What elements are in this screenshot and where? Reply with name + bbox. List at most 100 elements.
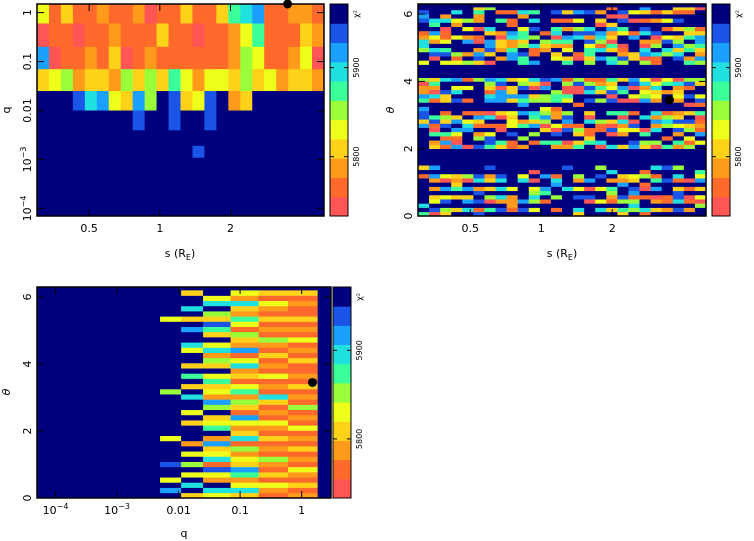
heatmap-cell bbox=[628, 165, 640, 171]
heatmap-cell bbox=[230, 399, 259, 405]
heatmap-cell bbox=[650, 119, 662, 124]
heatmap-cell bbox=[517, 89, 530, 95]
heatmap-cell bbox=[203, 378, 231, 385]
heatmap-cell bbox=[661, 22, 674, 28]
heatmap-cell bbox=[418, 26, 430, 32]
heatmap-cell bbox=[506, 35, 518, 40]
heatmap-cell bbox=[573, 85, 585, 91]
heatmap-cell bbox=[264, 145, 277, 158]
heatmap-cell bbox=[287, 337, 318, 343]
heatmap-cell bbox=[484, 35, 496, 40]
heatmap-cell bbox=[429, 199, 441, 204]
heatmap-cell bbox=[203, 305, 231, 312]
heatmap-cell bbox=[258, 352, 289, 359]
heatmap-cell bbox=[429, 18, 441, 23]
heatmap-cell bbox=[550, 173, 563, 179]
heatmap-cell bbox=[473, 30, 485, 36]
heatmap-cell bbox=[230, 352, 259, 359]
heatmap-cell bbox=[539, 173, 552, 179]
heatmap-cell bbox=[228, 91, 241, 111]
heatmap-cell bbox=[617, 169, 629, 175]
heatmap-cell bbox=[203, 311, 231, 317]
heatmap-cell bbox=[287, 430, 318, 437]
heatmap-cell bbox=[160, 378, 182, 385]
heatmap-cell bbox=[539, 85, 552, 91]
heatmap-cell bbox=[418, 182, 430, 187]
heatmap-cell bbox=[683, 140, 696, 145]
heatmap-cell bbox=[573, 9, 585, 15]
heatmap-cell bbox=[451, 94, 463, 99]
heatmap-cell bbox=[300, 145, 313, 158]
heatmap-cell bbox=[451, 207, 463, 213]
heatmap-cell bbox=[606, 144, 618, 149]
heatmap-cell bbox=[628, 94, 640, 99]
heatmap-cell bbox=[539, 56, 552, 61]
heatmap-cell bbox=[539, 190, 552, 196]
heatmap-cell bbox=[473, 194, 485, 200]
heatmap-cell bbox=[429, 47, 441, 53]
heatmap-cell bbox=[584, 119, 596, 124]
heatmap-cell bbox=[462, 51, 474, 57]
colorbar-segment bbox=[330, 23, 348, 44]
heatmap-cell bbox=[573, 78, 585, 82]
heatmap-cell bbox=[595, 140, 607, 145]
heatmap-cell bbox=[606, 22, 618, 28]
heatmap-cell bbox=[120, 110, 133, 131]
heatmap-cell bbox=[661, 131, 674, 137]
heatmap-cell bbox=[639, 182, 651, 187]
heatmap-cell bbox=[528, 178, 541, 183]
heatmap-cell bbox=[683, 22, 696, 28]
heatmap-cell bbox=[312, 23, 325, 48]
heatmap-cell bbox=[418, 131, 430, 137]
heatmap-cell bbox=[429, 127, 441, 133]
heatmap-cell bbox=[539, 199, 552, 204]
heatmap-cell bbox=[180, 23, 193, 48]
heatmap-cell bbox=[650, 81, 662, 86]
heatmap-cell bbox=[506, 119, 518, 124]
heatmap-cell bbox=[156, 110, 169, 131]
heatmap-cell bbox=[440, 123, 452, 128]
heatmap-cell bbox=[573, 94, 585, 99]
heatmap-cell bbox=[650, 186, 662, 192]
heatmap-cell bbox=[628, 127, 640, 133]
heatmap-cell bbox=[694, 110, 707, 116]
heatmap-cell bbox=[495, 47, 507, 53]
heatmap-cell bbox=[418, 56, 430, 61]
heatmap-cell bbox=[595, 169, 607, 175]
heatmap-cell bbox=[48, 145, 62, 158]
colorbar-segment bbox=[712, 100, 730, 121]
heatmap-cell bbox=[550, 190, 563, 196]
heatmap-cell bbox=[203, 394, 231, 400]
heatmap-cell bbox=[451, 9, 463, 15]
heatmap-cell bbox=[484, 123, 496, 128]
heatmap-cell bbox=[160, 482, 182, 488]
heatmap-cell bbox=[108, 4, 122, 24]
heatmap-cell bbox=[230, 342, 259, 348]
heatmap-cell bbox=[230, 311, 259, 317]
heatmap-cell bbox=[287, 321, 318, 327]
heatmap-cell bbox=[484, 9, 496, 15]
heatmap-cell bbox=[418, 136, 430, 141]
heatmap-cell bbox=[418, 78, 430, 82]
heatmap-cell bbox=[495, 51, 507, 57]
heatmap-cell bbox=[72, 69, 86, 92]
heatmap-cell bbox=[506, 110, 518, 116]
heatmap-cell bbox=[72, 46, 86, 70]
heatmap-cell bbox=[528, 35, 541, 40]
heatmap-cell bbox=[258, 337, 289, 343]
heatmap-cell bbox=[495, 43, 507, 49]
heatmap-cell bbox=[230, 357, 259, 364]
heatmap-cell bbox=[606, 85, 618, 91]
heatmap-cell bbox=[694, 35, 707, 40]
heatmap-cell bbox=[230, 414, 259, 421]
heatmap-cell bbox=[429, 115, 441, 120]
heatmap-cell bbox=[440, 165, 452, 171]
colorbar-segment bbox=[333, 382, 351, 403]
heatmap-cell bbox=[230, 394, 259, 400]
heatmap-cell bbox=[60, 4, 74, 24]
heatmap-cell bbox=[429, 85, 441, 91]
heatmap-cell bbox=[550, 102, 563, 107]
heatmap-cell bbox=[661, 7, 674, 11]
heatmap-cell bbox=[84, 145, 98, 158]
